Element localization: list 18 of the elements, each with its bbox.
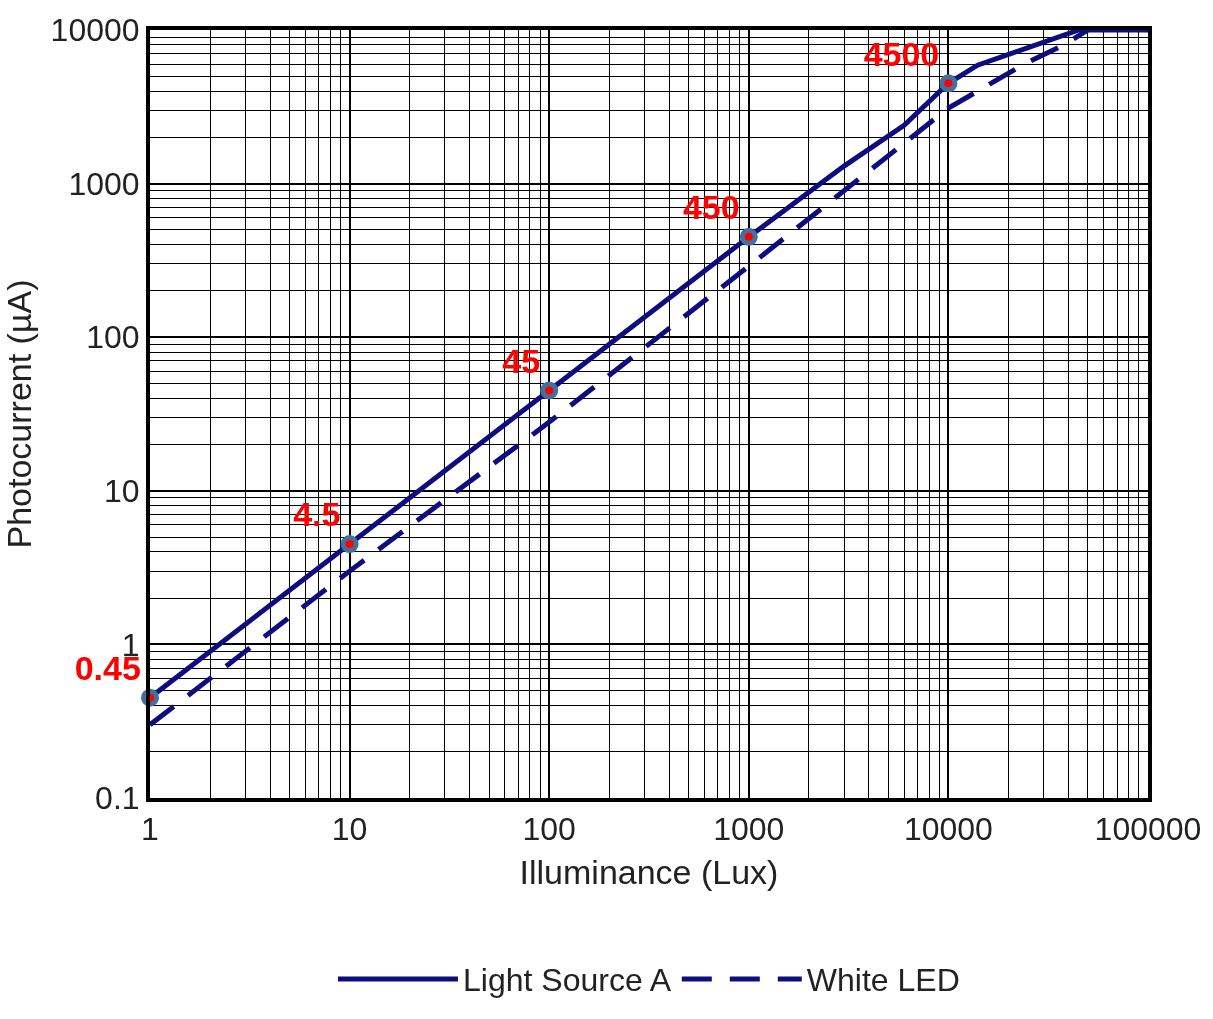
point: [939, 74, 958, 93]
point: [739, 227, 758, 246]
y-tick-label: 1000: [68, 165, 140, 202]
x-axis-title: Illuminance (Lux): [519, 853, 779, 892]
x-tick-label: 1000: [713, 811, 785, 848]
legend-label: White LED: [806, 962, 960, 999]
x-tick-label: 10000: [903, 811, 993, 848]
y-tick-label: 100: [86, 319, 140, 356]
x-tick-label: 100000: [1094, 811, 1202, 848]
legend-label: Light Source A: [463, 962, 672, 999]
y-tick-label: 0.1: [95, 780, 140, 817]
point: [340, 535, 359, 554]
y-tick-label: 10: [104, 473, 140, 509]
y-axis-title: Photocurrent (µA): [0, 279, 38, 549]
y-tick-label: 10000: [50, 12, 140, 49]
point: [540, 381, 559, 400]
x-tick-label: 100: [522, 811, 576, 848]
x-tick-label: 10: [331, 811, 368, 848]
